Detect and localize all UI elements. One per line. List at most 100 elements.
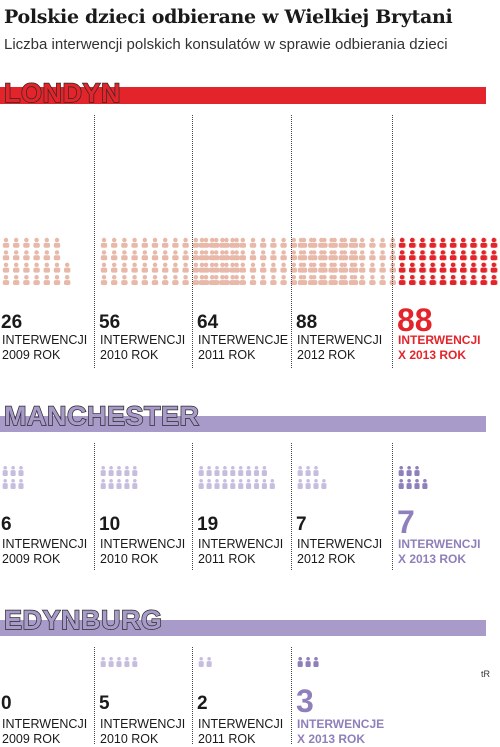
manchester-person-icon xyxy=(261,479,267,489)
edynburg-city-label: EDYNBURG xyxy=(3,605,163,635)
edynburg-person-icon xyxy=(100,657,106,667)
londyn-person-icon xyxy=(359,275,366,285)
londyn-person-icon xyxy=(249,262,257,273)
manchester-person-icon xyxy=(246,479,252,489)
manchester-person-icon xyxy=(132,479,138,489)
manchester-person-icon xyxy=(398,479,404,489)
londyn-person-icon xyxy=(53,275,61,285)
londyn-person-icon xyxy=(182,275,189,285)
manchester-person-icon xyxy=(124,479,130,489)
londyn-person-icon xyxy=(260,250,267,261)
londyn-unit-label: INTERWENCJI xyxy=(398,333,481,347)
londyn-person-icon xyxy=(33,262,40,273)
londyn-year-label: 2011 ROK xyxy=(198,348,256,362)
londyn-column-divider xyxy=(392,115,393,368)
londyn-unit-label: INTERWENCJE xyxy=(198,333,289,347)
manchester-person-icon xyxy=(422,479,428,489)
londyn-person-icon xyxy=(141,262,148,273)
manchester-person-icon xyxy=(305,466,311,476)
manchester-person-icon xyxy=(414,479,420,489)
londyn-person-icon xyxy=(490,237,497,248)
manchester-person-icon xyxy=(313,479,319,489)
londyn-person-icon xyxy=(318,262,325,273)
londyn-person-icon xyxy=(111,275,118,285)
londyn-person-icon xyxy=(33,237,40,248)
londyn-person-icon xyxy=(260,262,267,273)
londyn-person-icon xyxy=(239,250,246,261)
londyn-person-icon xyxy=(121,262,128,273)
manchester-count-value: 19 xyxy=(197,514,219,535)
manchester-person-icon xyxy=(18,466,24,476)
londyn-person-icon xyxy=(260,237,267,248)
londyn-person-icon xyxy=(249,275,257,285)
londyn-person-icon xyxy=(172,275,179,285)
londyn-person-icon xyxy=(308,237,315,248)
manchester-person-icon xyxy=(406,466,412,476)
londyn-person-icon xyxy=(162,275,169,285)
londyn-person-icon xyxy=(429,275,436,285)
londyn-person-icon xyxy=(239,275,246,285)
londyn-person-icon xyxy=(111,262,118,273)
edynburg-year-label: 2010 ROK xyxy=(100,732,159,746)
londyn-person-icon xyxy=(419,250,426,261)
londyn-person-icon xyxy=(280,275,287,285)
londyn-person-icon xyxy=(270,237,277,248)
londyn-person-icon xyxy=(369,275,376,285)
manchester-column-divider xyxy=(291,443,292,570)
manchester-year-label: 2012 ROK xyxy=(297,552,356,566)
londyn-person-icon xyxy=(172,237,179,248)
londyn-person-icon xyxy=(229,237,236,248)
londyn-person-icon xyxy=(100,275,108,285)
manchester-person-icon xyxy=(108,479,114,489)
londyn-person-icon xyxy=(249,237,257,248)
londyn-person-icon xyxy=(23,275,30,285)
londyn-city-label: LONDYN xyxy=(3,78,121,108)
author-credit: tR xyxy=(481,669,490,679)
londyn-person-icon xyxy=(2,262,10,273)
londyn-person-icon xyxy=(470,250,477,261)
manchester-person-icon xyxy=(269,479,275,489)
londyn-person-icon xyxy=(348,262,356,273)
londyn-person-icon xyxy=(308,250,315,261)
londyn-person-icon xyxy=(290,237,297,248)
londyn-person-icon xyxy=(449,275,457,285)
londyn-person-icon xyxy=(43,262,50,273)
manchester-count-value: 10 xyxy=(99,514,121,535)
londyn-person-icon xyxy=(338,250,345,261)
londyn-person-icon xyxy=(439,237,446,248)
edynburg-unit-label: INTERWENCJE xyxy=(297,717,385,731)
manchester-unit-label: INTERWENCJI xyxy=(100,537,186,551)
londyn-person-icon xyxy=(43,275,50,285)
londyn-person-icon xyxy=(419,262,426,273)
londyn-person-icon xyxy=(182,262,189,273)
edynburg-count-value: 3 xyxy=(296,683,314,719)
londyn-person-icon xyxy=(460,262,467,273)
londyn-person-icon xyxy=(318,250,325,261)
edynburg-count-value: 5 xyxy=(99,693,110,714)
manchester-person-icon xyxy=(214,479,220,489)
londyn-person-icon xyxy=(439,275,446,285)
londyn-person-icon xyxy=(379,262,386,273)
londyn-person-icon xyxy=(480,237,487,248)
londyn-person-icon xyxy=(328,262,335,273)
londyn-person-icon xyxy=(449,250,457,261)
manchester-section-bar xyxy=(0,416,486,432)
londyn-person-icon xyxy=(239,237,246,248)
londyn-person-icon xyxy=(280,262,287,273)
londyn-person-icon xyxy=(260,275,267,285)
londyn-person-icon xyxy=(151,275,159,285)
londyn-column-divider xyxy=(94,115,95,368)
londyn-person-icon xyxy=(270,275,277,285)
londyn-person-icon xyxy=(460,250,467,261)
edynburg-person-icon xyxy=(305,657,311,667)
londyn-person-icon xyxy=(162,237,169,248)
londyn-person-icon xyxy=(219,262,226,273)
manchester-person-icon xyxy=(414,466,420,476)
londyn-person-icon xyxy=(429,237,436,248)
londyn-person-icon xyxy=(348,275,356,285)
londyn-person-icon xyxy=(338,237,345,248)
manchester-person-icon xyxy=(116,466,122,476)
londyn-person-icon xyxy=(13,262,20,273)
londyn-person-icon xyxy=(429,262,436,273)
londyn-person-icon xyxy=(13,237,20,248)
